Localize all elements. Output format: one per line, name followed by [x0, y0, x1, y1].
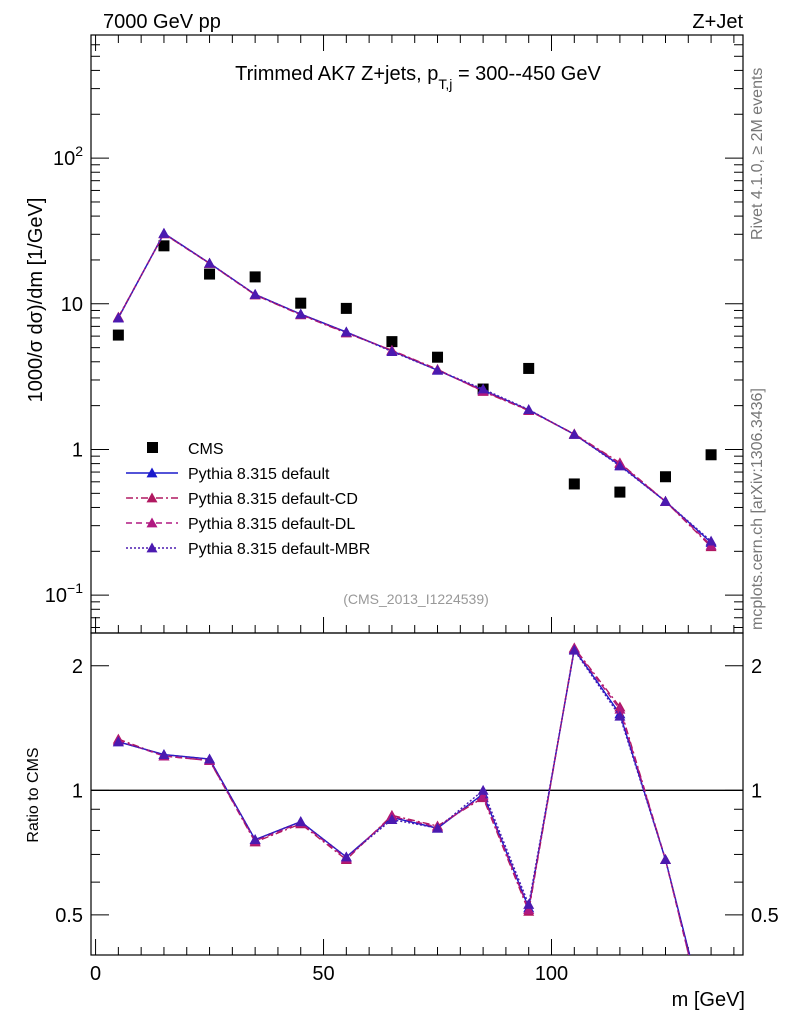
main-title: Trimmed AK7 Z+jets, pT,j = 300--450 GeV [235, 63, 601, 92]
analysis-watermark: (CMS_2013_I1224539) [343, 591, 489, 607]
x-tick-label: 50 [312, 963, 334, 985]
cms-data-point [659, 471, 671, 483]
main-panel: 10−1 1 10 102 [45, 34, 744, 634]
ratio-frame [90, 632, 744, 956]
legend-marker [146, 542, 158, 553]
ratio-y-tick-label-right: 0.5 [751, 905, 779, 927]
ratio-marker-3 [386, 814, 398, 824]
mc-marker-4 [659, 495, 671, 506]
mc-marker-4 [614, 460, 626, 471]
legend-marker [146, 492, 158, 503]
ratio-marker-3 [158, 749, 170, 759]
main-y-tick-label: 10 [61, 294, 83, 316]
mc-marker-4 [432, 364, 444, 375]
ratio-y-tick-label-left: 0.5 [55, 905, 83, 927]
legend-label: CMS [188, 441, 224, 458]
ratio-series-group [112, 642, 691, 955]
mc-marker-4 [386, 346, 398, 356]
ratio-marker-3 [568, 644, 580, 655]
ratio-y-axis-title: Ratio to CMS [25, 747, 42, 842]
ratio-marker-3 [477, 784, 489, 795]
cms-data-point [112, 329, 124, 341]
cms-data-point [432, 351, 444, 363]
ratio-line-1 [118, 646, 690, 955]
ratio-line-2 [118, 646, 690, 955]
cms-data-point [614, 486, 626, 498]
mc-marker-4 [523, 404, 535, 414]
main-y-tick-label: 102 [53, 143, 83, 170]
mc-marker-4 [249, 288, 261, 299]
cms-data-point [568, 478, 580, 490]
header-left: 7000 GeV pp [103, 11, 221, 33]
cms-data-point [386, 336, 398, 348]
ratio-y-tick-label-right: 2 [751, 656, 762, 678]
rivet-label: Rivet 4.1.0, ≥ 2M events [749, 68, 766, 240]
mc-marker-4 [477, 383, 489, 394]
cms-data-point [295, 297, 307, 309]
ratio-marker-2 [523, 904, 535, 914]
ratio-line-3 [118, 648, 691, 955]
main-y-tick-label: 1 [72, 439, 83, 461]
mc-line-2 [117, 232, 712, 548]
mc-line-4 [117, 232, 712, 542]
legend-label: Pythia 8.315 default [188, 466, 330, 483]
x-axis-title: m [GeV] [672, 989, 745, 1011]
ratio-y-tick-label-left: 2 [72, 656, 83, 678]
legend-label: Pythia 8.315 default-DL [188, 516, 355, 533]
legend-label: Pythia 8.315 default-MBR [188, 541, 370, 558]
ratio-marker-3 [295, 816, 307, 827]
mc-marker-4 [295, 308, 307, 319]
ratio-marker-3 [340, 851, 352, 862]
mc-marker-4 [568, 428, 580, 439]
ratio-marker-3 [112, 736, 124, 747]
mc-marker-4 [340, 326, 352, 337]
mc-marker-4 [112, 312, 124, 323]
mc-marker-4 [705, 535, 717, 546]
mc-marker-4 [158, 227, 170, 238]
ratio-marker-3 [523, 898, 535, 909]
ratio-y-tick-label-right: 1 [751, 780, 762, 802]
legend-marker [146, 517, 158, 528]
ratio-marker-3 [659, 854, 671, 865]
legend: CMS Pythia 8.315 default Pythia 8.315 defa… [126, 441, 370, 558]
x-tick-label: 0 [90, 963, 101, 985]
ratio-marker-3 [614, 710, 626, 721]
x-tick-label: 100 [535, 963, 568, 985]
ratio-marker-3 [204, 753, 216, 764]
ratio-panel: 0.5 0.5 1 1 2 2 0 50 100 [55, 632, 779, 985]
ratio-marker-3 [432, 822, 444, 833]
main-y-tick-label: 10−1 [45, 580, 83, 607]
cms-data-point [340, 302, 352, 314]
cms-data-point [705, 449, 717, 461]
ratio-y-tick-label-left: 1 [72, 780, 83, 802]
cms-data-point [249, 271, 261, 283]
cms-data-point [158, 240, 170, 252]
ratio-marker-3 [249, 834, 261, 845]
cms-data-point [523, 362, 535, 374]
legend-marker [146, 467, 158, 478]
cms-data-point [204, 268, 216, 280]
mc-marker-4 [204, 257, 216, 268]
legend-label: Pythia 8.315 default-CD [188, 491, 358, 508]
mcplots-label: mcplots.cern.ch [arXiv:1306.3436] [749, 388, 766, 630]
main-y-axis-title: 1000/σ dσ)/dm [1/GeV] [25, 198, 47, 403]
header-right: Z+Jet [692, 11, 743, 33]
legend-marker-cms [147, 442, 158, 453]
